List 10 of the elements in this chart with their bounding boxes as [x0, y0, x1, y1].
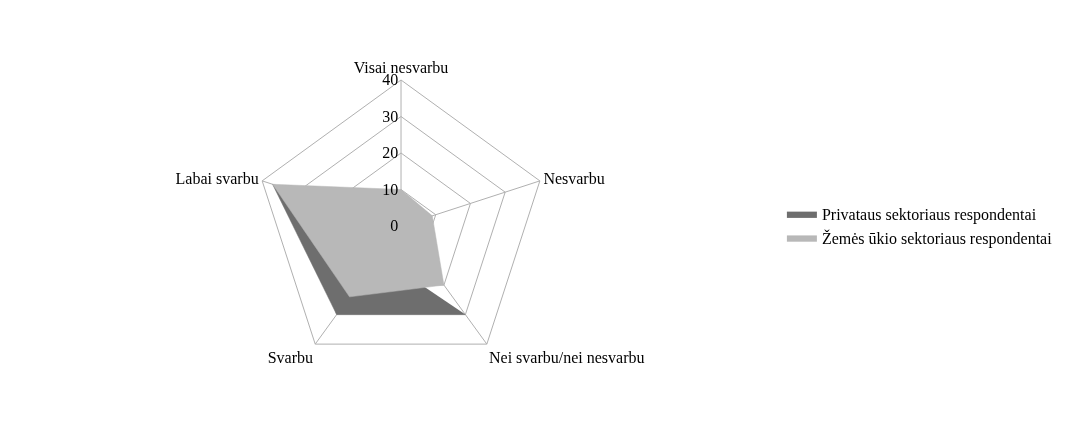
spoke-label: Nei svarbu/nei nesvarbu — [489, 349, 645, 367]
spoke-label: Svarbu — [267, 349, 314, 367]
y-tick-label: 10 — [382, 180, 399, 198]
legend-label: Žemės ūkio sektoriaus respondentai — [821, 228, 1053, 248]
y-tick-label: 30 — [382, 107, 399, 125]
y-tick-label: 20 — [382, 144, 399, 162]
legend-label: Privataus sektoriaus respondentai — [821, 206, 1037, 225]
spoke-label: Nesvarbu — [543, 170, 605, 188]
spoke-label: Labai svarbu — [175, 170, 259, 188]
y-tick-label: 0 — [390, 217, 399, 235]
